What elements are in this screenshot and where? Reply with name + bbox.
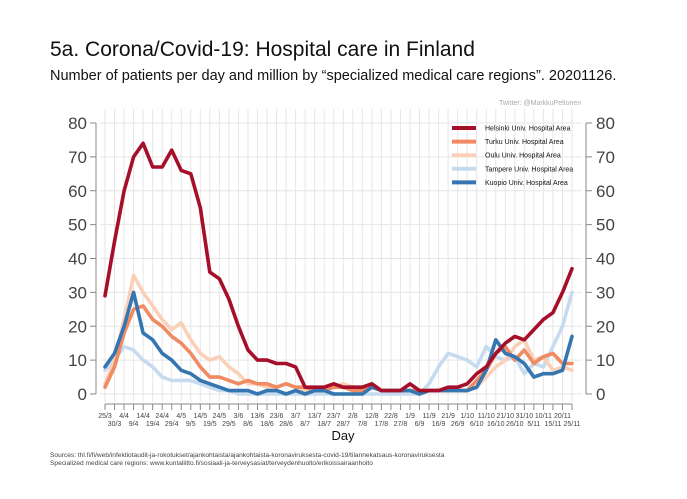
x-tick-label: 24/4 — [155, 413, 169, 420]
x-tick-label: 29/4 — [165, 421, 179, 428]
legend: Helsinki Univ. Hospital Area Turku Univ. … — [452, 126, 573, 187]
x-tick-label: 19/5 — [203, 421, 217, 428]
series-line-tampere — [103, 290, 574, 396]
y-tick-label-left: 80 — [68, 114, 87, 133]
x-tick-label: 14/4 — [136, 413, 150, 420]
x-tick-label: 11/10 — [478, 413, 495, 420]
x-tick-label: 18/6 — [260, 421, 274, 428]
y-tick-label-left: 70 — [68, 148, 87, 167]
series-line-kuopio — [103, 290, 574, 396]
x-tick-label: 23/6 — [270, 413, 284, 420]
x-tick-label: 17/8 — [375, 421, 389, 428]
chart-subtitle: Number of patients per day and million b… — [50, 68, 617, 84]
y-tick-label-right: 30 — [596, 283, 615, 302]
x-tick-label: 4/5 — [176, 413, 186, 420]
x-tick-label: 13/6 — [251, 413, 265, 420]
legend-label: Turku Univ. Hospital Area — [485, 139, 564, 146]
x-tick-label: 4/4 — [119, 413, 129, 420]
legend-label: Tampere Univ. Hospital Area — [485, 166, 573, 173]
x-tick-label: 29/5 — [222, 421, 236, 428]
x-tick-label: 13/7 — [308, 413, 322, 420]
x-tick-label: 1/9 — [405, 413, 415, 420]
x-tick-label: 20/11 — [554, 413, 571, 420]
x-tick-label: 25/3 — [98, 413, 112, 420]
x-tick-label: 9/5 — [186, 421, 196, 428]
x-tick-label: 16/9 — [432, 421, 446, 428]
y-tick-label-right: 70 — [596, 148, 615, 167]
y-tick-label-right: 80 — [596, 114, 615, 133]
sources-line-2: Specialized medical care regions: www.ku… — [50, 460, 373, 467]
y-tick-label-right: 20 — [596, 317, 615, 336]
x-tick-label: 1/10 — [460, 413, 474, 420]
legend-label: Helsinki Univ. Hospital Area — [485, 126, 571, 133]
x-tick-label: 16/10 — [487, 421, 505, 428]
x-tick-label: 5/11 — [527, 421, 540, 428]
x-tick-label: 6/9 — [415, 421, 425, 428]
x-tick-label: 3/7 — [291, 413, 301, 420]
x-tick-label: 21/10 — [497, 413, 515, 420]
y-tick-label-right: 40 — [596, 250, 615, 269]
x-tick-label: 24/5 — [213, 413, 227, 420]
x-tick-label: 9/4 — [129, 421, 139, 428]
y-tick-label-right: 10 — [596, 351, 615, 370]
x-tick-label: 26/9 — [451, 421, 465, 428]
x-tick-label: 8/6 — [243, 421, 253, 428]
x-tick-label: 12/8 — [365, 413, 379, 420]
grid — [100, 109, 582, 402]
x-tick-label: 7/8 — [357, 421, 367, 428]
sources-footnote: Sources: thl.fi/fi/web/infektiotaudit-ja… — [50, 452, 444, 468]
credit-text: Twitter: @MarkkuPeltonen — [499, 100, 582, 107]
y-tick-label-right: 50 — [596, 216, 615, 235]
series-lines — [103, 141, 574, 396]
chart-title: 5a. Corona/Covid-19: Hospital care in Fi… — [50, 38, 475, 61]
series-line-helsinki — [103, 141, 574, 393]
y-tick-label-right: 60 — [596, 182, 615, 201]
x-tick-label: 6/10 — [470, 421, 484, 428]
x-tick-label: 30/3 — [108, 421, 122, 428]
x-tick-label: 19/4 — [146, 421, 160, 428]
legend-label: Kuopio Univ. Hospital Area — [485, 180, 568, 187]
x-tick-label: 31/10 — [516, 413, 534, 420]
y-tick-label-left: 10 — [68, 351, 87, 370]
x-tick-label: 18/7 — [317, 421, 331, 428]
x-tick-label: 11/9 — [422, 413, 435, 420]
x-tick-label: 22/8 — [384, 413, 398, 420]
y-tick-label-left: 30 — [68, 283, 87, 302]
x-tick-label: 27/8 — [394, 421, 408, 428]
axes: 0 0 10 10 20 20 30 30 40 40 50 50 60 60 70 70 80 80 25/330… — [68, 114, 615, 428]
x-tick-label: 28/7 — [336, 421, 350, 428]
y-tick-label-left: 40 — [68, 250, 87, 269]
sources-line-1: Sources: thl.fi/fi/web/infektiotaudit-ja… — [50, 452, 445, 459]
x-tick-label: 3/6 — [234, 413, 244, 420]
y-tick-label-left: 50 — [68, 216, 87, 235]
x-axis-label: Day — [331, 428, 355, 443]
y-tick-label-left: 20 — [68, 317, 87, 336]
x-tick-label: 10/11 — [535, 413, 552, 420]
y-tick-label-left: 60 — [68, 182, 87, 201]
y-tick-label-left: 0 — [78, 385, 87, 404]
x-tick-label: 14/5 — [193, 413, 207, 420]
y-tick-label-right: 0 — [596, 385, 605, 404]
legend-label: Oulu Univ. Hospital Area — [485, 153, 561, 160]
x-tick-label: 8/7 — [300, 421, 310, 428]
x-tick-label: 26/10 — [506, 421, 524, 428]
x-tick-label: 2/8 — [348, 413, 358, 420]
x-tick-label: 25/11 — [564, 421, 581, 428]
x-tick-label: 21/9 — [441, 413, 455, 420]
x-tick-label: 28/6 — [279, 421, 293, 428]
x-tick-label: 23/7 — [327, 413, 341, 420]
x-tick-label: 15/11 — [544, 421, 561, 428]
